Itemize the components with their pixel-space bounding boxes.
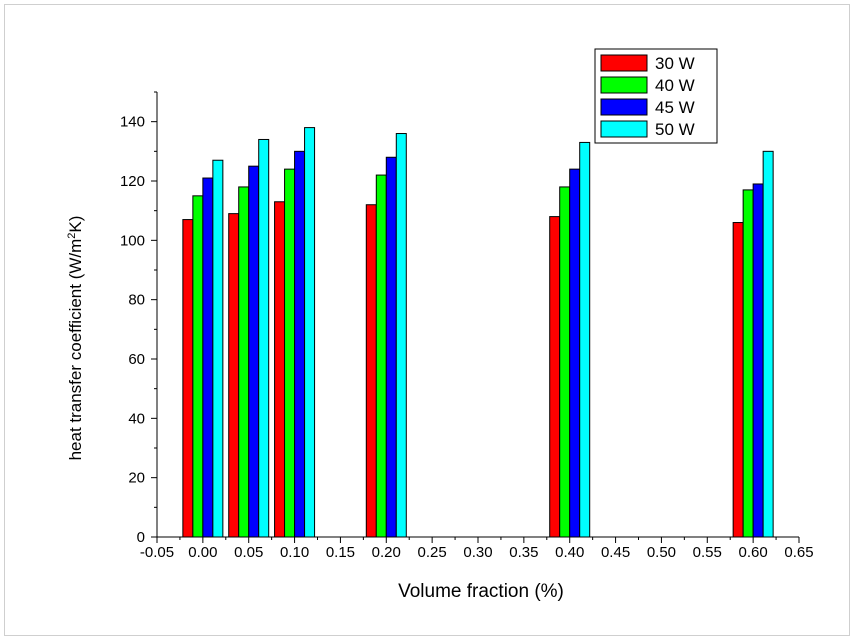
bar [284, 168, 296, 538]
bar [569, 168, 581, 538]
bar [385, 156, 397, 538]
x-tick-label: 0.10 [280, 544, 309, 561]
x-tick-label: 0.65 [784, 544, 813, 561]
y-tick-label: 120 [120, 173, 145, 190]
bar [212, 159, 224, 538]
y-axis-title-superscript: 2 [66, 233, 78, 239]
y-tick-label: 60 [128, 351, 145, 368]
x-tick-label: 0.30 [463, 544, 492, 561]
legend: 30 W 40 W 45 W 50 W [594, 48, 718, 144]
x-tick-label: 0.05 [234, 544, 263, 561]
x-tick-label: -0.05 [140, 544, 174, 561]
tick-labels-group: -0.05 0.00 0.05 0.10 0.15 0.20 0.25 0.30 0.35 0.4… [120, 114, 814, 561]
bar [258, 138, 270, 538]
x-tick-label: 0.40 [555, 544, 584, 561]
y-axis-title-main: heat transfer coefficient (W/m [66, 239, 85, 461]
legend-label: 45 W [655, 98, 695, 117]
bar [732, 222, 744, 538]
bar [192, 195, 204, 538]
bar [549, 216, 561, 538]
legend-label: 50 W [655, 120, 695, 139]
bars-group [182, 127, 774, 538]
bar [294, 150, 306, 538]
bar [395, 133, 407, 538]
bar [304, 127, 316, 538]
y-tick-label: 40 [128, 410, 145, 427]
bar [752, 183, 764, 538]
y-tick-label: 100 [120, 232, 145, 249]
legend-label: 30 W [655, 54, 695, 73]
x-tick-label: 0.25 [418, 544, 447, 561]
x-axis-title: Volume fraction (%) [398, 581, 564, 602]
bar [375, 174, 387, 538]
bar [559, 186, 571, 538]
bar [248, 165, 260, 538]
y-axis-title-tail: K) [66, 216, 85, 233]
bar [274, 201, 286, 538]
legend-label: 40 W [655, 76, 695, 95]
bar [228, 213, 240, 538]
y-tick-label: 80 [128, 292, 145, 309]
bar [202, 177, 214, 538]
y-tick-label: 140 [120, 114, 145, 131]
x-tick-label: 0.60 [739, 544, 768, 561]
x-tick-label: 0.20 [372, 544, 401, 561]
legend-swatch [600, 76, 648, 94]
x-tick-label: 0.15 [326, 544, 355, 561]
bar [365, 204, 377, 538]
x-tick-label: 0.45 [601, 544, 630, 561]
bar [182, 219, 194, 538]
ticks-group [151, 91, 800, 543]
y-tick-label: 20 [128, 470, 145, 487]
y-tick-label: 0 [137, 529, 145, 546]
x-tick-label: 0.55 [693, 544, 722, 561]
legend-swatch [600, 54, 648, 72]
y-axis-title: heat transfer coefficient (W/m2K) [66, 216, 85, 461]
legend-swatch [600, 120, 648, 138]
bar [579, 141, 591, 538]
x-tick-label: 0.35 [509, 544, 538, 561]
bar [742, 189, 754, 538]
legend-swatch [600, 98, 648, 116]
x-tick-label: 0.50 [647, 544, 676, 561]
x-tick-label: 0.00 [188, 544, 217, 561]
bar [238, 186, 250, 538]
bar [762, 150, 774, 538]
